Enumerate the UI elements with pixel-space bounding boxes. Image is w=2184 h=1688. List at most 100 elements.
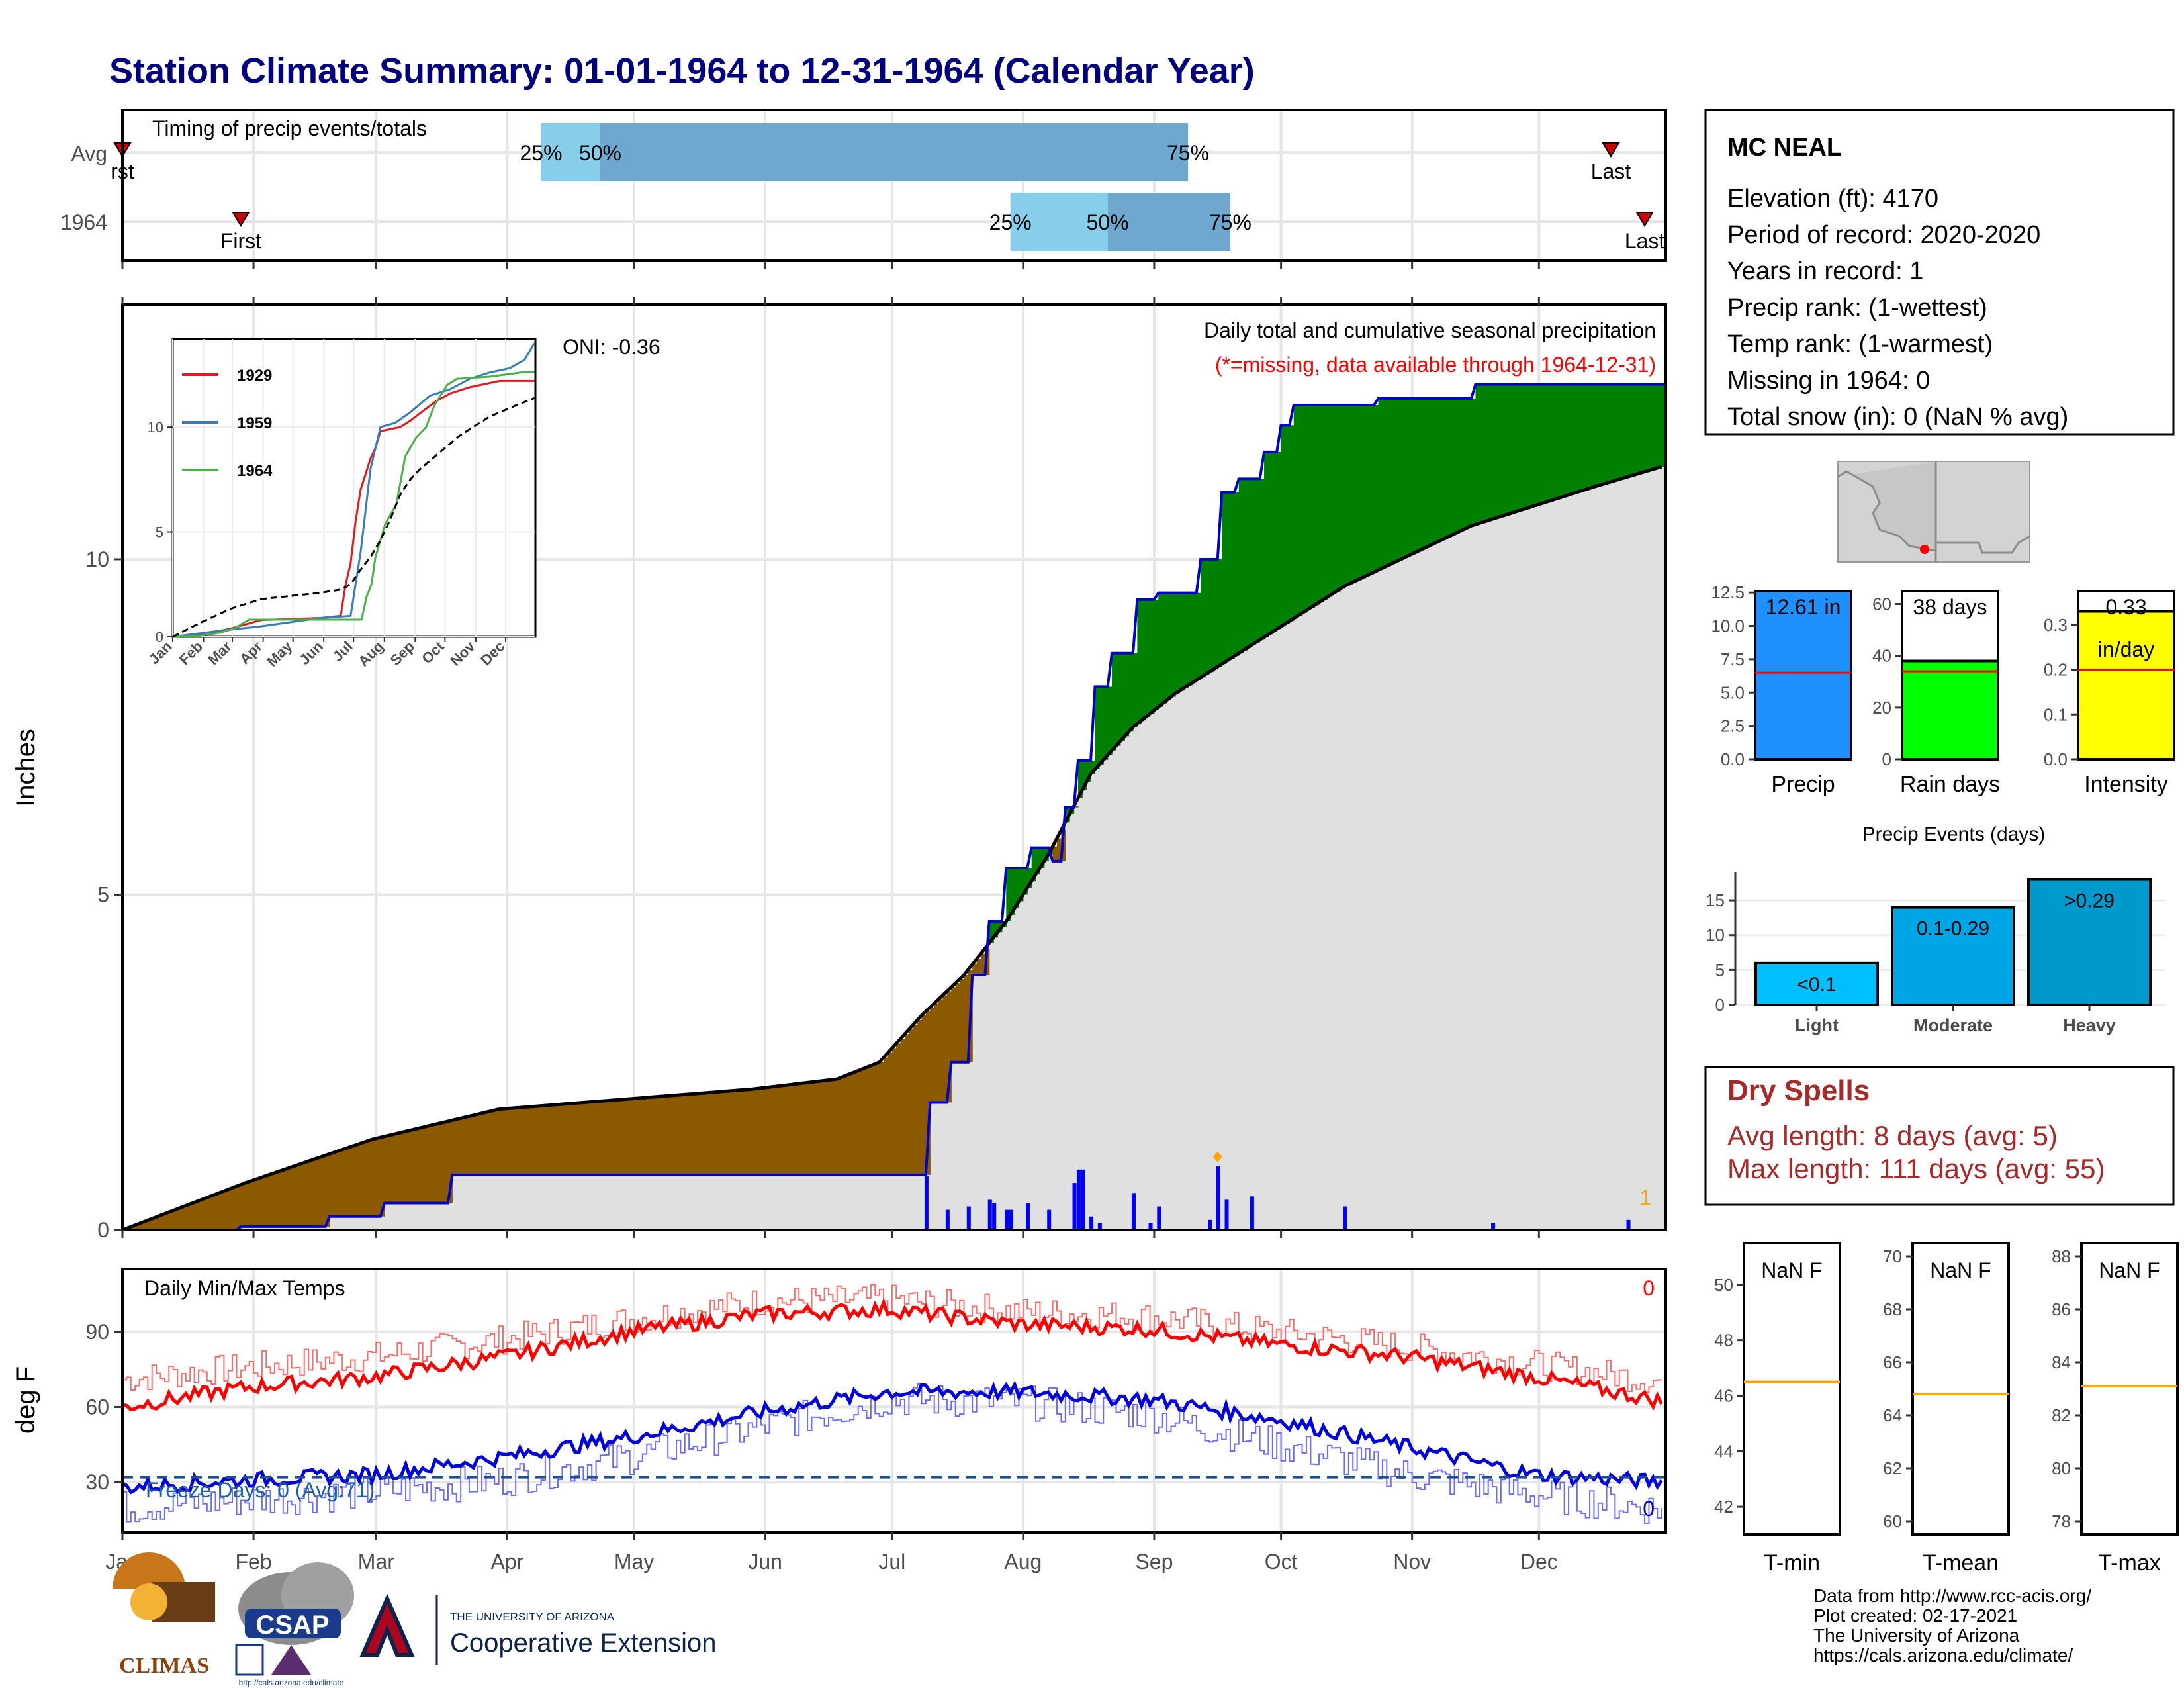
timing-row-1964: 1964 (60, 211, 107, 234)
temp-panel: 30 60 90 Daily Min/Max Temps 0 0 Freeze Da… (11, 1268, 1667, 1540)
precip-ytick-label: 10 (85, 547, 109, 571)
avg-q2-bar (600, 123, 1189, 181)
station-line-snow: Total snow (in): 0 (NaN % avg) (1727, 403, 2068, 431)
month-label: May (614, 1550, 654, 1573)
footer-line-2: Plot created: 02-17-2021 (1813, 1605, 2017, 1626)
precip-events-chart: Precip Events (days) 0 5 10 15 <0.1 Light 0.1-… (1706, 823, 2165, 1035)
events-ytick-label: 5 (1715, 960, 1725, 980)
mini-intensity-tick-label: 0.2 (2044, 660, 2068, 680)
avg-first-label: rst (111, 160, 134, 183)
avg-q1-bar (541, 123, 600, 181)
inset-legend-label: 1964 (237, 462, 273, 480)
station-box-border (1704, 109, 2175, 436)
daily-precip-bar (1224, 1199, 1229, 1230)
csap-banner (245, 1609, 341, 1638)
precip-missing-note: (*=missing, data available through 1964-… (1215, 353, 1656, 377)
daily-precip-bar (1076, 1169, 1081, 1230)
mini-precip-bar (1754, 590, 1852, 761)
mini-raindays-tick-label: 40 (1872, 646, 1891, 666)
oni-label: ONI: -0.36 (563, 335, 660, 359)
temp-label: Daily Min/Max Temps (144, 1276, 345, 1300)
daily-precip-bar (1097, 1223, 1102, 1230)
temp-box-value: NaN F (1761, 1258, 1822, 1282)
month-label: Jul (878, 1550, 905, 1573)
precip-ylabel: Inches (11, 729, 40, 807)
daily-precip-bar (1009, 1209, 1013, 1230)
mini-intensity-tick-label: 0.1 (2044, 704, 2068, 724)
y1964-p75-label: 75% (1209, 211, 1251, 234)
daily-precip-bar (1626, 1219, 1631, 1230)
daily-precip-bar (1072, 1183, 1077, 1230)
avg-last-label: Last (1591, 160, 1631, 183)
daily-precip-bar (1081, 1169, 1085, 1230)
daily-precip-bar (1250, 1196, 1254, 1230)
temp-box-label: T-max (2098, 1550, 2160, 1575)
timing-row-avg: Avg (71, 142, 107, 165)
daily-precip-bar (1089, 1216, 1094, 1230)
temp-box-tick-label: 64 (1883, 1405, 1902, 1425)
summary-bars: 0.0 2.5 5.0 7.5 10.0 12.5 12.61 in Precip 0 20 40 6… (1711, 583, 2175, 797)
mini-precip-tick-label: 2.5 (1721, 716, 1745, 736)
events-bar-label: 0.1-0.29 (1917, 918, 1989, 940)
temp-max-count: 0 (1643, 1276, 1655, 1300)
temp-box-tick-label: 80 (2052, 1458, 2071, 1478)
mini-precip-label: Precip (1771, 772, 1835, 797)
daily-precip-bar (987, 1199, 992, 1230)
temp-box-tick-label: 48 (1714, 1331, 1733, 1350)
month-label: Apr (491, 1550, 524, 1573)
mini-precip-value: 12.61 in (1766, 595, 1841, 619)
station-line-period: Period of record: 2020-2020 (1727, 221, 2040, 249)
mini-raindays-label: Rain days (1900, 772, 2000, 797)
daily-precip-bar (966, 1206, 971, 1230)
temp-avg-max-line (122, 1284, 1662, 1393)
temp-box-tick-label: 78 (2052, 1511, 2071, 1531)
precip-normal-area (122, 467, 1666, 1230)
temp-box-tick-label: 44 (1714, 1441, 1733, 1461)
temp-box-label: T-mean (1923, 1550, 1999, 1575)
temp-box-tick-label: 62 (1883, 1458, 1902, 1478)
y1964-p50-label: 50% (1087, 211, 1129, 234)
mini-raindays-bar (1901, 659, 1999, 761)
daily-precip-bar (1157, 1206, 1161, 1230)
ua-a-mark (359, 1593, 415, 1657)
inset-ytick-label: 10 (148, 419, 163, 436)
footer-line-3: The University of Arizona (1813, 1625, 2020, 1646)
mini-intensity-bar (2077, 610, 2175, 761)
station-line-missing: Missing in 1964: 0 (1727, 367, 1930, 395)
events-bar-moderate (1891, 906, 2015, 1007)
y1964-q2-bar (1107, 193, 1230, 251)
timing-border (121, 109, 1667, 262)
mini-intensity-value: 0.33 (2105, 595, 2146, 619)
logos: CLIMAS CSAP http://cals.arizona.edu/clim… (113, 1552, 716, 1687)
station-line-elevation: Elevation (ft): 4170 (1727, 185, 1938, 212)
station-info-box: MC NEAL Elevation (ft): 4170 Period of r… (1704, 109, 2175, 436)
avg-p75-label: 75% (1167, 141, 1209, 165)
csap-mountain (271, 1645, 311, 1675)
daily-precip-bar (1207, 1219, 1212, 1230)
events-bar-heavy (2027, 878, 2152, 1007)
timing-panel: Timing of precip events/totals Avg 1964 … (60, 109, 1667, 269)
month-label: Feb (235, 1550, 271, 1573)
y1964-marker (232, 212, 250, 227)
y1964-p25-label: 25% (989, 211, 1032, 234)
y1964-marker (1635, 212, 1654, 227)
month-label: Nov (1393, 1550, 1431, 1573)
mini-precip-tick-label: 5.0 (1721, 682, 1745, 702)
daily-precip-bar (1148, 1223, 1153, 1230)
mini-precip-tick-label: 7.5 (1721, 649, 1745, 669)
daily-precip-bar (924, 1176, 929, 1230)
temp-box-tick-label: 82 (2052, 1405, 2071, 1425)
month-label: Oct (1265, 1550, 1298, 1573)
precip-ytick-label: 5 (97, 882, 109, 906)
climas-logo: CLIMAS (113, 1552, 215, 1678)
daily-precip-bar (1216, 1166, 1220, 1230)
precip-1964-line (122, 383, 1666, 1231)
max-event-marker (1212, 1151, 1222, 1162)
mini-raindays-tick-label: 0 (1882, 749, 1891, 769)
events-ytick-label: 0 (1715, 995, 1725, 1015)
temp-min-1964-line (121, 1380, 1663, 1495)
precip-border (121, 303, 1667, 1231)
station-line-years: Years in record: 1 (1727, 258, 1923, 285)
